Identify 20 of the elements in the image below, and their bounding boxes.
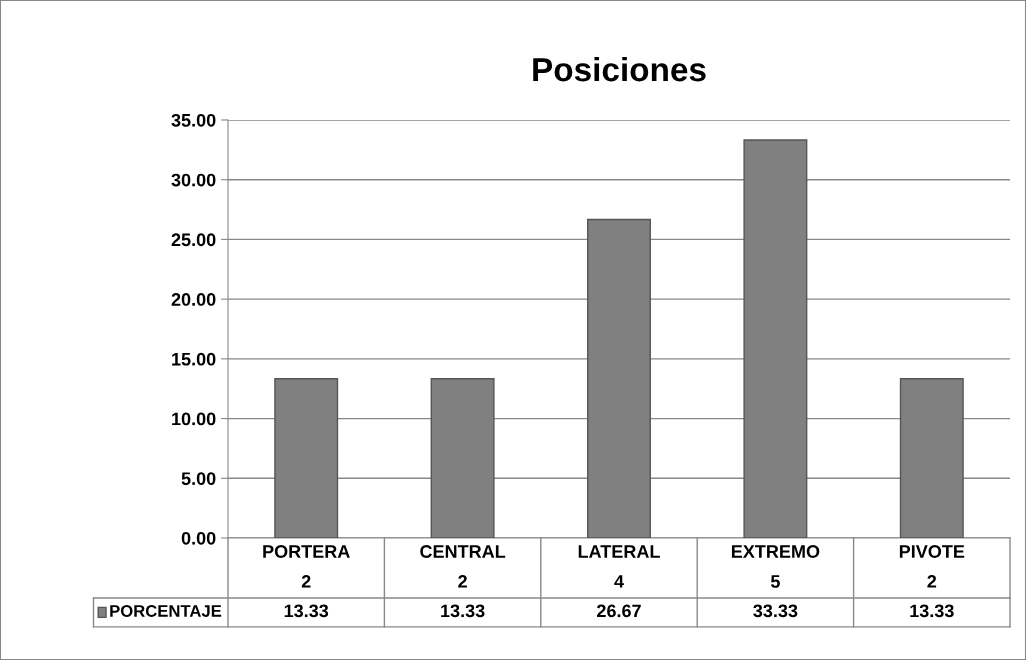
y-tick-label: 20.00 (171, 293, 216, 306)
legend-label: PORCENTAJE (110, 605, 222, 617)
y-tick-label: 25.00 (171, 233, 216, 247)
data-label: 13.33 (284, 604, 329, 618)
x-tick-label: EXTREMO 5 (731, 545, 820, 588)
y-tick-label: 15.00 (172, 352, 216, 366)
x-tick-label: CENTRAL 2 (420, 545, 506, 588)
y-tick-label: 30.00 (171, 173, 216, 187)
y-tick-label: 35.00 (171, 113, 216, 127)
x-tick-label: PORTERA 2 (263, 545, 350, 588)
data-label: 13.33 (441, 604, 485, 618)
y-tick-label: 10.00 (172, 412, 216, 426)
y-tick-label: 0.00 (181, 531, 216, 545)
data-label: 26.67 (597, 604, 641, 618)
x-tick-label: LATERAL 4 (578, 545, 660, 588)
chart-title: Posiciones (533, 56, 706, 82)
x-tick-label: PIVOTE 2 (899, 545, 965, 588)
data-label: 33.33 (753, 604, 798, 618)
data-label: 13.33 (910, 604, 954, 618)
y-tick-label: 5.00 (181, 472, 216, 486)
